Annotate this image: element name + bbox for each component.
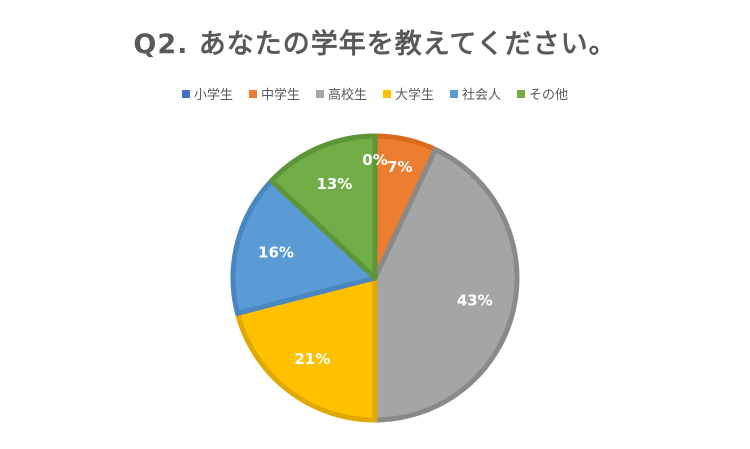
legend-item: 中学生 — [248, 84, 300, 103]
legend-item: 高校生 — [315, 84, 367, 103]
legend-swatch — [450, 89, 459, 98]
legend-item: その他 — [517, 84, 568, 103]
legend-item: 大学生 — [383, 84, 434, 103]
data-label: 43% — [457, 291, 493, 309]
legend-swatch — [517, 89, 526, 98]
chart-legend: 小学生 中学生 高校生 大学生 社会人 その他 — [0, 84, 750, 103]
pie-slice — [372, 147, 520, 423]
legend-swatch — [181, 89, 190, 98]
data-label: 21% — [294, 350, 330, 368]
legend-label: 高校生 — [327, 88, 367, 103]
legend-swatch — [248, 89, 257, 98]
legend-item: 社会人 — [450, 84, 501, 103]
chart-title: Q2. あなたの学年を教えてください。 — [133, 29, 617, 60]
legend-label: その他 — [529, 88, 569, 103]
legend-item: 小学生 — [181, 84, 233, 103]
data-label: 7% — [387, 158, 412, 176]
data-label: 0% — [362, 151, 387, 169]
data-label: 13% — [316, 175, 352, 193]
data-label: 16% — [258, 244, 294, 262]
pie-slice — [268, 133, 378, 281]
legend-swatch — [383, 89, 391, 98]
legend-label: 社会人 — [462, 88, 502, 103]
pie-slice — [234, 275, 378, 423]
legend-label: 中学生 — [260, 88, 300, 103]
legend-swatch — [315, 89, 324, 98]
legend-label: 大学生 — [395, 88, 435, 103]
pie-slice — [230, 178, 378, 316]
legend-label: 小学生 — [193, 88, 233, 103]
